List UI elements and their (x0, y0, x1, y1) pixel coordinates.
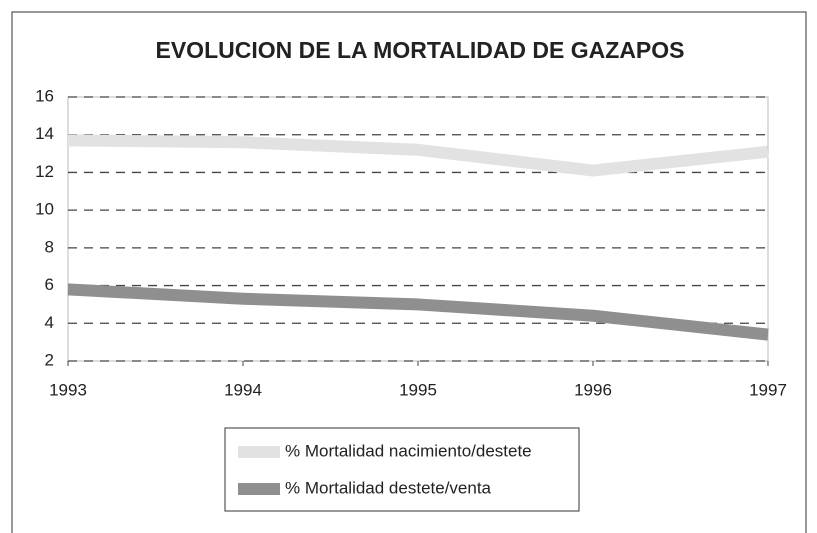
legend-label: % Mortalidad nacimiento/destete (285, 441, 532, 460)
x-tick-label: 1997 (749, 380, 787, 399)
x-tick-label: 1996 (574, 380, 612, 399)
x-tick-label: 1994 (224, 380, 262, 399)
frame (11, 11, 807, 533)
y-tick-label: 2 (45, 350, 54, 369)
series-line (67, 283, 769, 341)
y-tick-label: 12 (35, 162, 54, 181)
x-tick-label: 1995 (399, 380, 437, 399)
legend-swatch (238, 483, 280, 495)
legend-label: % Mortalidad destete/venta (285, 478, 492, 497)
legend-box (224, 427, 580, 512)
y-tick-label: 6 (45, 275, 54, 294)
x-tick-label: 1993 (49, 380, 87, 399)
chart-title: EVOLUCION DE LA MORTALIDAD DE GAZAPOS (156, 37, 685, 63)
y-tick-label: 4 (45, 313, 54, 332)
y-tick-label: 14 (35, 124, 54, 143)
y-tick-label: 10 (35, 200, 54, 219)
y-tick-label: 16 (35, 86, 54, 105)
y-tick-label: 8 (45, 237, 54, 256)
series-line (67, 134, 769, 177)
legend-swatch (238, 446, 280, 458)
